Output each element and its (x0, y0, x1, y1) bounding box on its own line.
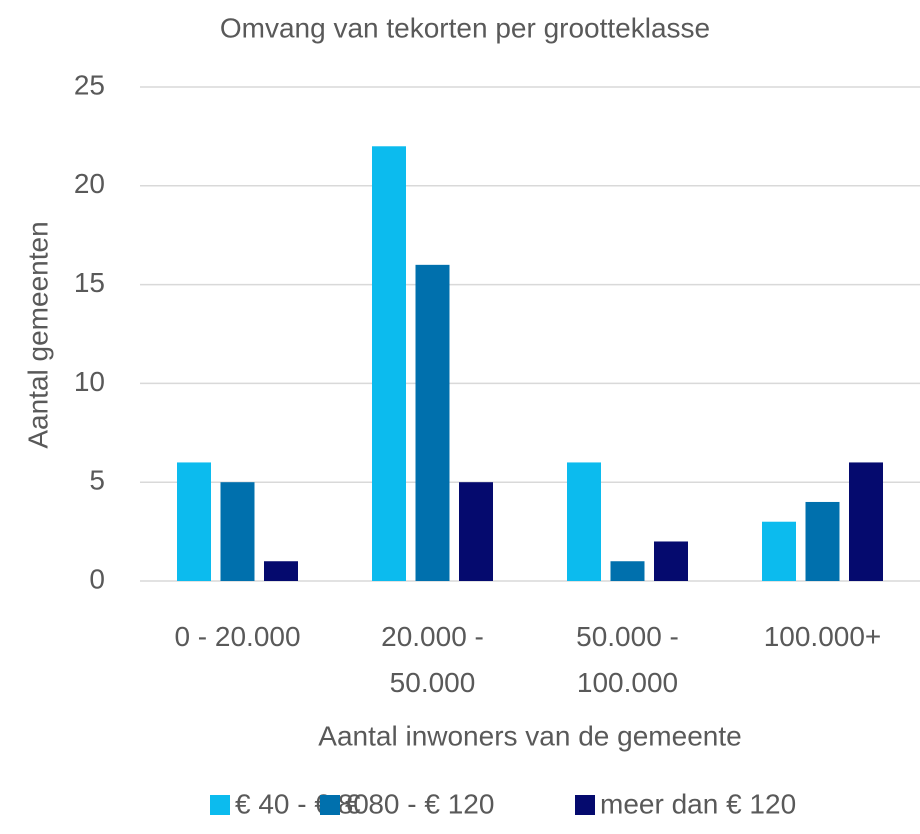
y-tick-label: 25 (74, 69, 105, 100)
bar (459, 482, 493, 581)
bar (849, 462, 883, 581)
y-tick-label: 20 (74, 168, 105, 199)
bar (415, 264, 450, 581)
y-tick-label: 0 (89, 563, 105, 594)
x-tick-label: 100.000+ (763, 621, 882, 652)
legend-label: meer dan € 120 (600, 788, 796, 819)
bar (805, 501, 840, 581)
bar (610, 561, 645, 581)
legend-swatch (320, 795, 340, 815)
y-tick-label: 5 (89, 465, 105, 496)
y-axis-label: Aantal gemeenten (22, 221, 53, 448)
y-tick-label: 15 (74, 267, 105, 298)
legend-label: € 80 - € 120 (345, 788, 494, 819)
bar (177, 462, 211, 581)
x-tick-label: 20.000 - 50.000 (381, 621, 484, 698)
bar (264, 561, 298, 581)
x-tick-label: 50.000 - 100.000 (576, 621, 679, 698)
y-tick-label: 10 (74, 366, 105, 397)
legend-swatch (575, 795, 595, 815)
legend-swatch (210, 795, 230, 815)
x-tick-label: 0 - 20.000 (174, 621, 301, 652)
x-axis-label: Aantal inwoners van de gemeente (318, 720, 741, 751)
chart-title: Omvang van tekorten per grootteklasse (220, 12, 710, 43)
bar (220, 482, 255, 581)
bar (567, 462, 601, 581)
legend-label: € 40 - € 80 (235, 788, 369, 819)
bar (372, 146, 406, 581)
bar (762, 521, 796, 581)
bar (654, 541, 688, 581)
